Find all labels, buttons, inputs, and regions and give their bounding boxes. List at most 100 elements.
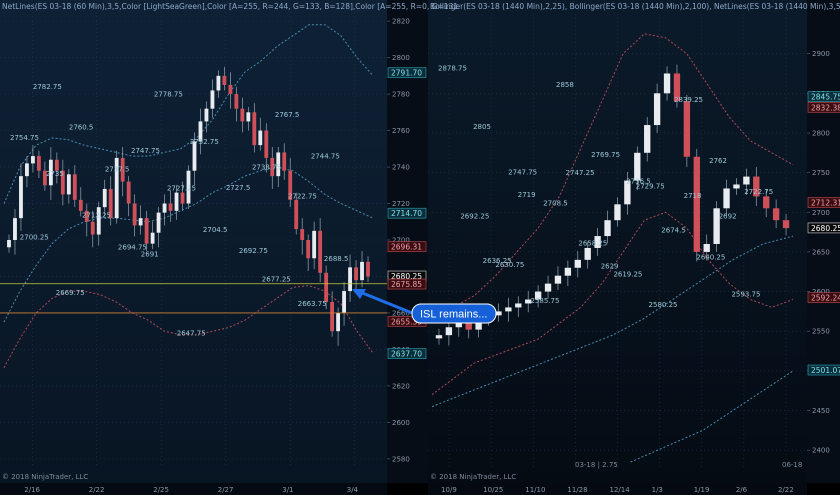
right-candle-body-27 — [703, 243, 710, 252]
left-candle-body-35 — [216, 75, 221, 91]
right-x-tick-label-0: 10/9 — [441, 486, 457, 494]
left-price-annotation-8: 2688.5 — [324, 255, 349, 263]
right-candle-body-17 — [604, 220, 611, 237]
left-candle-body-2 — [19, 176, 23, 219]
left-y-tick-label-6: 2700 — [392, 237, 410, 245]
left-price-tag-1: 2714.70 — [391, 209, 422, 218]
left-price-tag-bg-4 — [387, 278, 427, 290]
left-candle-body-32 — [198, 121, 203, 142]
right-price-tag-2: 2712.31 — [811, 198, 840, 207]
right-price-annotation-0: 2878.75 — [438, 65, 467, 73]
left-x-tick-label-0: 2/16 — [24, 486, 40, 494]
left-price-annotation-5: 2722.75 — [288, 193, 317, 201]
left-price-annotation-9: 2694.75 — [118, 244, 147, 252]
right-price-annotation-5: 2762 — [709, 157, 727, 165]
left-candle-body-30 — [186, 170, 191, 204]
left-candle-body-3 — [25, 163, 29, 177]
right-candle-body-30 — [733, 184, 740, 189]
right-candle-body-14 — [574, 259, 581, 268]
left-candle-body-17 — [108, 188, 113, 219]
left-band-bollinger-lower — [3, 285, 374, 368]
right-y-tick-label-3: 2550 — [812, 328, 830, 336]
left-candle-body-28 — [174, 192, 179, 211]
right-price-annotation-17: 2585.75 — [531, 297, 560, 305]
left-candle-body-20 — [126, 181, 131, 204]
left-price-annotation-23: 2647.75 — [177, 329, 206, 337]
right-band-bb25-upper — [431, 33, 794, 316]
right-price-annotation-24: 2692 — [719, 213, 737, 221]
left-price-annotation-15: 2752.75 — [190, 138, 219, 146]
callout-bubble — [411, 303, 497, 324]
left-candle-body-43 — [264, 130, 269, 158]
right-y-tick-label-4: 2600 — [812, 288, 830, 296]
left-candle-body-0 — [7, 240, 11, 248]
left-candle-body-45 — [276, 152, 281, 177]
right-candle-body-13 — [564, 267, 572, 276]
left-price-tag-bg-6 — [387, 348, 427, 359]
left-price-tag-2: 2696.31 — [391, 243, 422, 252]
left-candle-body-42 — [258, 130, 263, 146]
callout-text: ISL remains... — [420, 309, 487, 321]
left-candle-body-24 — [150, 232, 155, 244]
left-candle-body-34 — [210, 90, 215, 109]
left-candle-body-6 — [42, 170, 47, 186]
left-y-tick-label-9: 2760 — [392, 127, 410, 135]
left-plot-area — [0, 0, 387, 483]
right-price-annotation-11: 2692.25 — [460, 212, 489, 220]
right-x-tick-label-5: 1/3 — [652, 486, 663, 494]
left-y-tick-label-1: 2600 — [392, 419, 410, 427]
right-candle-body-9 — [525, 299, 532, 304]
left-candle-body-46 — [282, 152, 287, 171]
right-x-tick-label-6: 1/19 — [694, 486, 710, 494]
left-candle-body-31 — [192, 141, 197, 171]
right-corner-label: 06-18 — [782, 461, 802, 469]
left-price-annotation-0: 2754.75 — [10, 134, 39, 142]
right-price-annotation-20: 2747.25 — [566, 169, 595, 177]
left-price-tag-bg-2 — [387, 241, 427, 253]
left-price-tag-6: 2637.70 — [391, 350, 422, 359]
left-price-annotation-24: 2663.75 — [298, 300, 327, 308]
left-band-bollinger-upper — [3, 24, 374, 204]
left-candle-body-13 — [84, 210, 89, 222]
left-copyright: © 2018 NinjaTrader, LLC — [2, 473, 88, 481]
right-price-annotation-14: 2630.75 — [495, 261, 524, 269]
right-bottom-info: 03-18 | 2.75 — [575, 461, 618, 469]
left-candle-body-44 — [270, 157, 275, 177]
right-candle-body-32 — [753, 176, 760, 197]
left-y-tick-label-7: 2720 — [392, 200, 410, 208]
left-candle-body-14 — [90, 221, 95, 235]
right-price-tag-bg-0 — [807, 91, 840, 102]
left-y-tick-label-8: 2740 — [392, 164, 410, 172]
left-candle-body-39 — [240, 108, 245, 122]
left-price-tag-5: 2655.39 — [391, 317, 422, 326]
left-y-tick-label-10: 2780 — [392, 91, 410, 99]
right-price-tag-bg-2 — [807, 197, 840, 208]
left-price-tag-3: 2680.25 — [391, 272, 422, 281]
right-price-annotation-22: 2636.25 — [483, 257, 512, 265]
right-price-tag-0: 2845.75 — [811, 93, 840, 102]
right-price-annotation-18: 2580.25 — [649, 301, 678, 309]
left-candle-body-52 — [318, 230, 323, 273]
right-price-annotation-25: 2719 — [518, 191, 536, 199]
left-candle-body-33 — [204, 108, 209, 122]
right-price-annotation-16: 2593.75 — [731, 291, 760, 299]
right-axis-strip — [807, 0, 840, 483]
left-candle-body-11 — [72, 174, 77, 200]
left-candle-body-60 — [366, 261, 370, 277]
left-price-annotation-4: 2727.25 — [167, 184, 196, 192]
left-y-tick-label-0: 2580 — [392, 455, 410, 463]
right-candle-body-6 — [495, 311, 502, 316]
right-candle-body-0 — [435, 335, 443, 339]
right-candle-body-7 — [505, 307, 512, 312]
left-candle-body-41 — [252, 112, 257, 146]
right-band-bb100-mid — [431, 235, 794, 408]
left-candle-body-53 — [324, 272, 329, 303]
right-y-tick-label-10: 2900 — [812, 50, 830, 58]
left-candle-body-5 — [36, 156, 41, 171]
right-candle-body-12 — [554, 275, 562, 284]
left-candle-body-57 — [348, 267, 352, 292]
right-candle-body-35 — [782, 220, 790, 229]
left-band-bollinger-mid — [3, 166, 374, 323]
